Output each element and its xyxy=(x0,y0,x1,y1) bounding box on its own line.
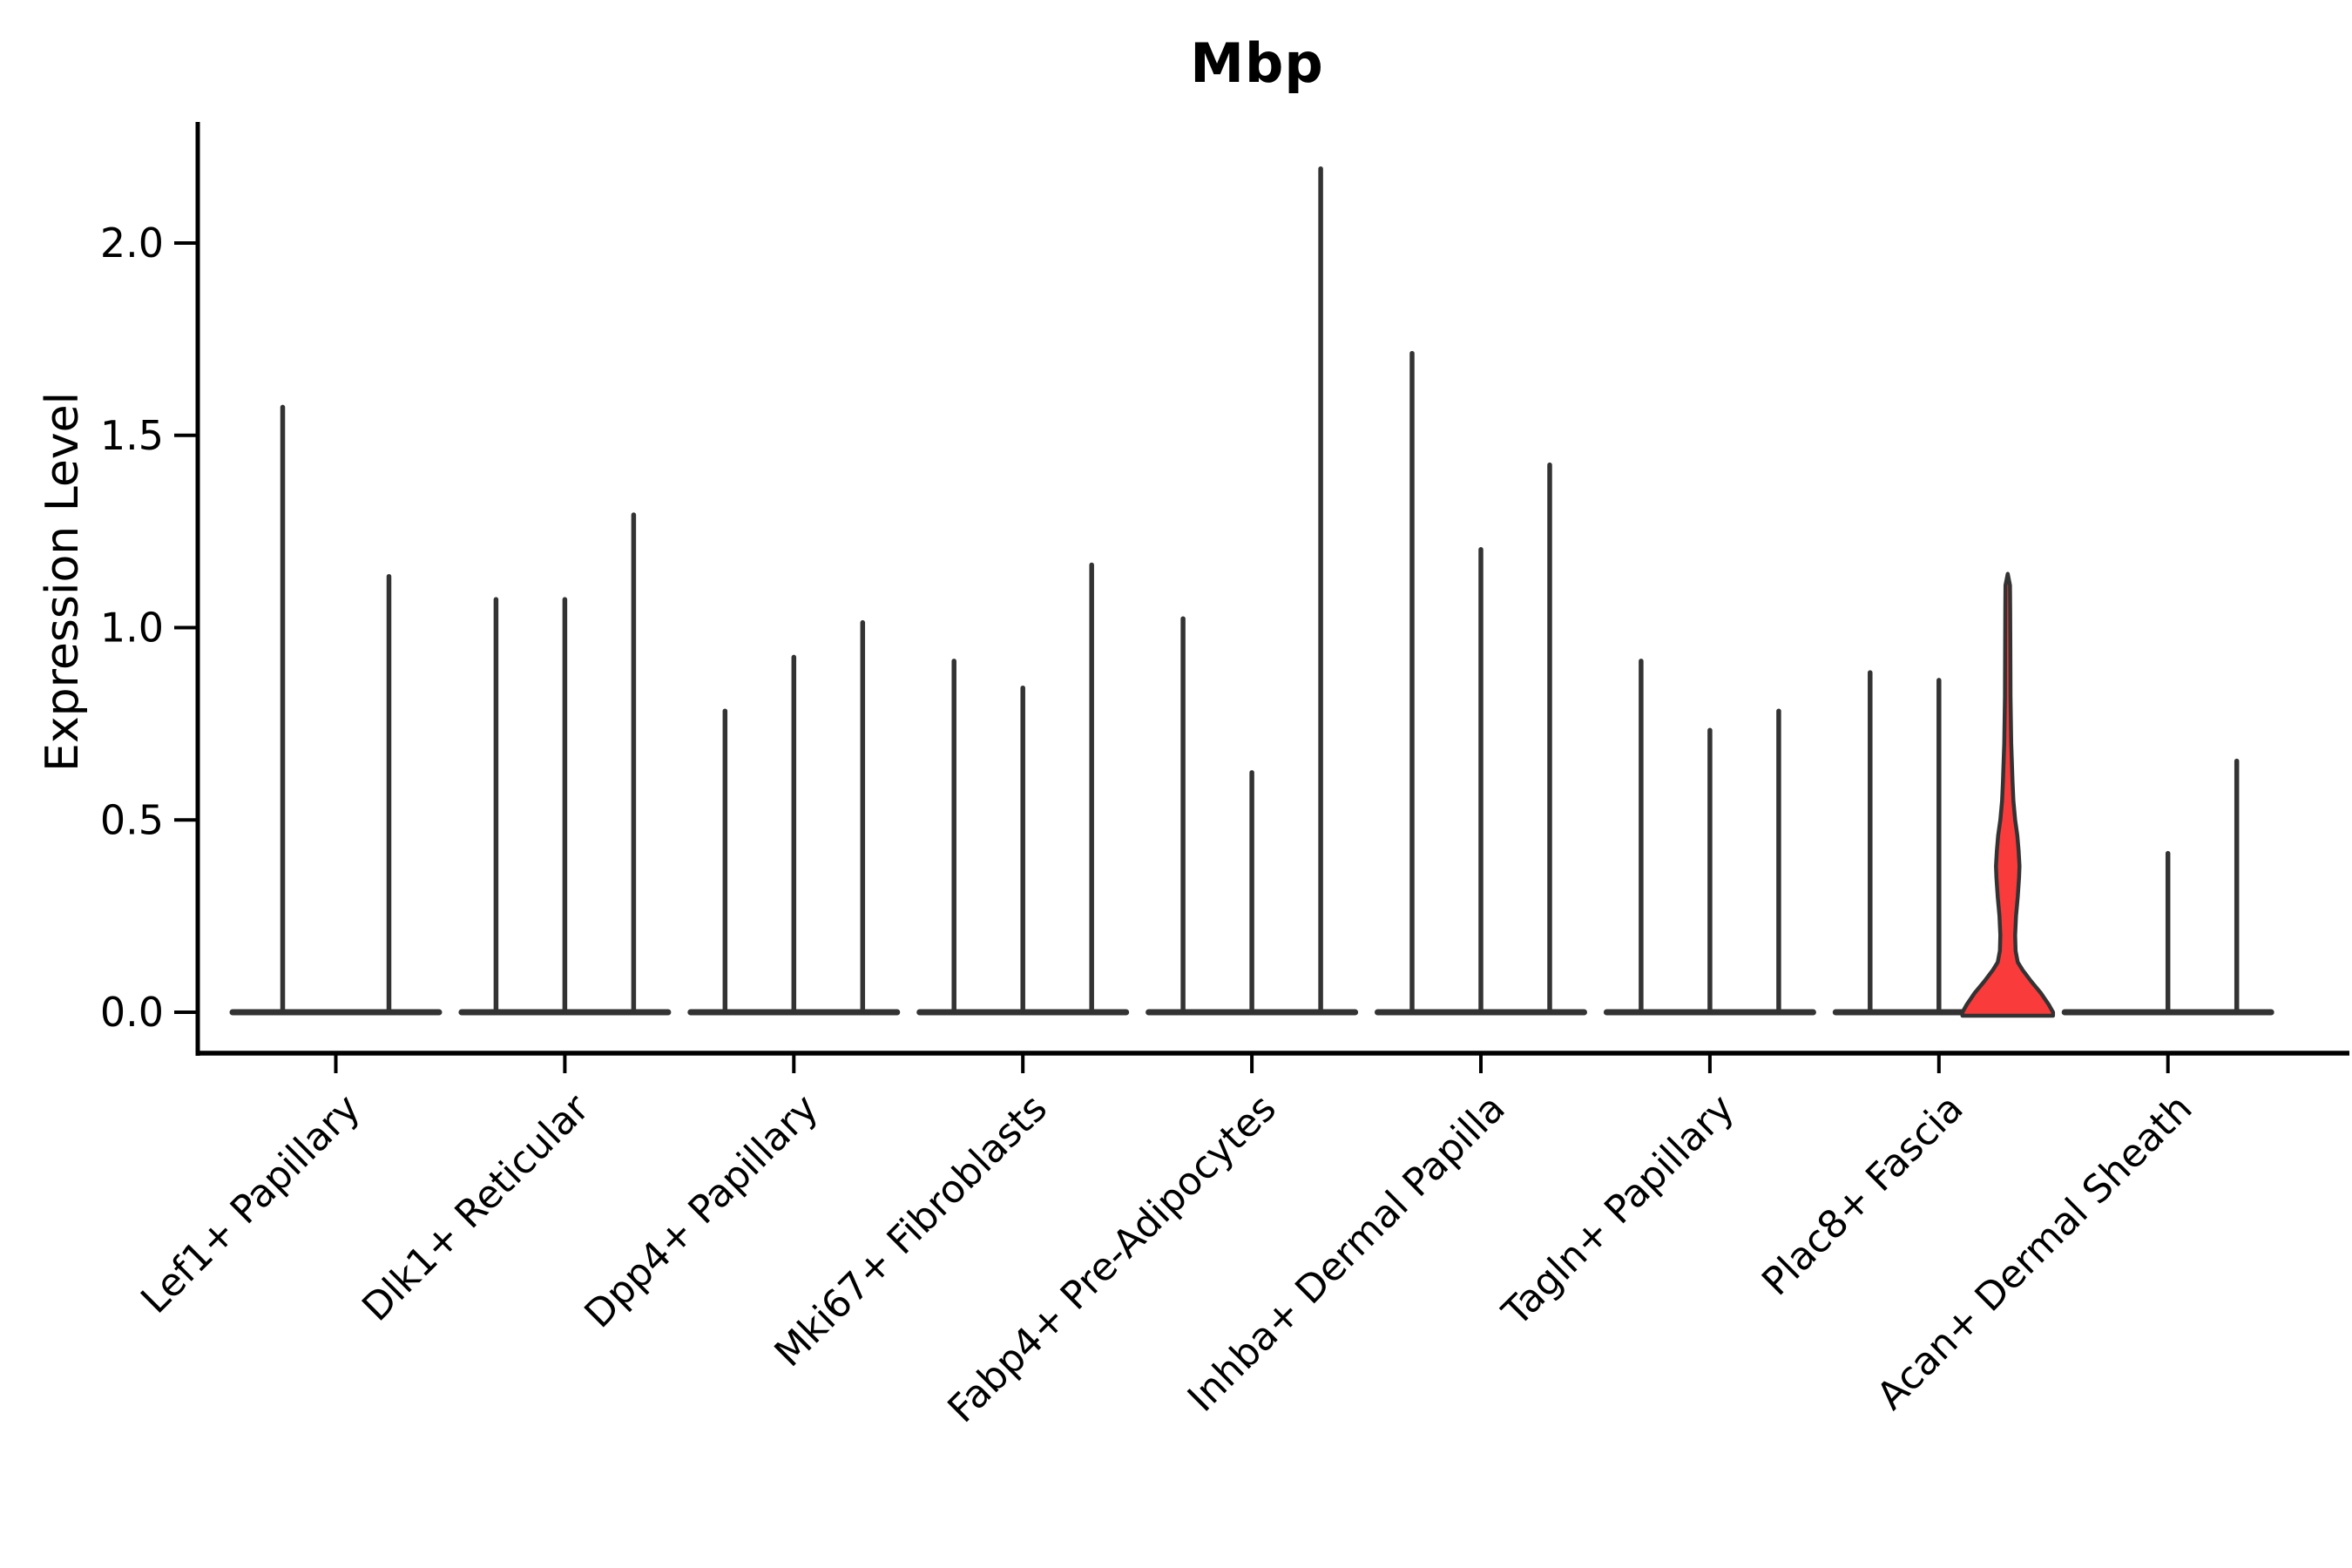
x-tick-label: Plac8+ Fascia xyxy=(1754,1086,1972,1305)
y-tick-label: 2.0 xyxy=(100,220,164,267)
highlighted-violin xyxy=(1960,571,2056,1018)
x-tick-label: Dpp4+ Papillary xyxy=(576,1086,827,1337)
x-tick-label: Lef1+ Papillary xyxy=(132,1086,368,1322)
y-tick-label: 0.5 xyxy=(100,796,164,843)
x-tick-label: Tagln+ Papillary xyxy=(1494,1086,1743,1335)
y-tick-label: 1.5 xyxy=(100,412,164,459)
x-tick-label: Dlk1+ Reticular xyxy=(354,1085,598,1330)
y-tick-label: 0.0 xyxy=(100,989,164,1036)
plot-title: Mbp xyxy=(1190,31,1324,95)
y-tick-label: 1.0 xyxy=(100,605,164,652)
